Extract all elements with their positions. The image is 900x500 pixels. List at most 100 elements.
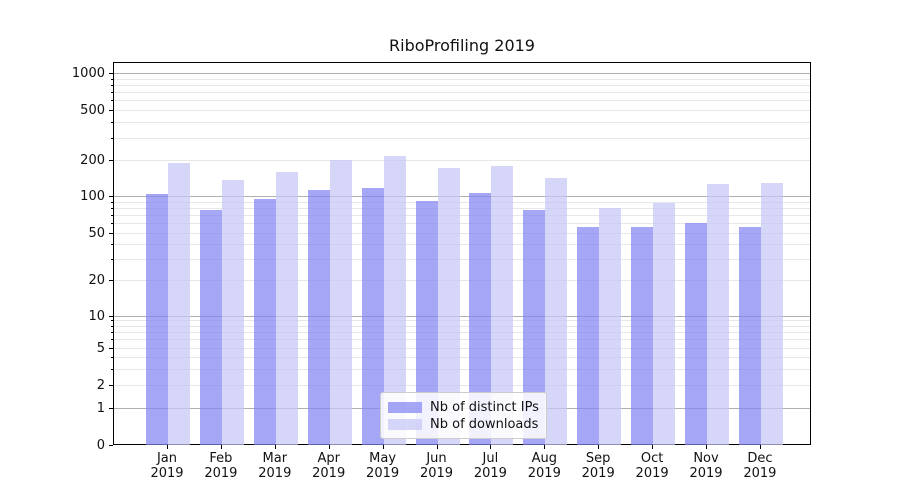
y-tick-mark xyxy=(109,196,113,197)
y-tick-label: 50 xyxy=(88,226,105,241)
x-tick-label: Aug 2019 xyxy=(527,451,561,481)
bar-downloads xyxy=(168,163,190,445)
x-tick-label: Jun 2019 xyxy=(419,451,454,481)
x-tick-label: Sep 2019 xyxy=(581,451,615,481)
y-minor-tick-mark xyxy=(111,137,113,139)
gridline-minor xyxy=(114,84,810,86)
bar-distinct-ips xyxy=(523,210,546,445)
y-minor-tick-mark xyxy=(111,368,113,370)
x-tick-label: Jul 2019 xyxy=(473,451,507,481)
y-tick-mark xyxy=(109,385,113,386)
x-tick-mark xyxy=(220,445,222,449)
y-minor-tick-mark xyxy=(111,78,113,80)
bar-downloads xyxy=(653,202,676,445)
x-tick-label: May 2019 xyxy=(366,451,400,481)
legend-label: Nb of downloads xyxy=(430,416,539,432)
y-minor-tick-mark xyxy=(111,357,113,358)
x-tick-mark xyxy=(328,445,330,449)
bar-downloads xyxy=(491,166,514,445)
x-tick-label: Oct 2019 xyxy=(635,451,669,481)
bar-distinct-ips xyxy=(415,201,438,445)
y-minor-tick-mark xyxy=(111,259,113,261)
gridline-minor xyxy=(114,259,810,261)
y-minor-tick-mark xyxy=(111,100,113,102)
bar-distinct-ips xyxy=(199,210,222,445)
y-minor-tick-mark xyxy=(111,84,113,86)
y-tick-mark xyxy=(109,315,113,317)
gridline-minor xyxy=(114,122,810,124)
x-tick-mark xyxy=(436,445,438,449)
legend-item-downloads: Nb of downloads xyxy=(388,416,538,432)
bar-distinct-ips xyxy=(685,223,707,445)
y-tick-label: 5 xyxy=(96,341,105,356)
legend-label: Nb of distinct IPs xyxy=(430,399,539,415)
bar-downloads xyxy=(760,182,783,445)
x-tick-mark xyxy=(759,445,761,449)
gridline-minor xyxy=(114,223,810,225)
legend: Nb of distinct IPs Nb of downloads xyxy=(380,392,547,439)
gridline-major xyxy=(114,73,810,74)
bar-downloads xyxy=(221,179,244,445)
y-tick-label: 1 xyxy=(96,400,105,416)
gridline-minor xyxy=(114,332,810,334)
bar-downloads xyxy=(275,171,298,445)
gridline-minor xyxy=(114,368,810,370)
y-tick-mark xyxy=(109,280,113,281)
y-tick-label: 20 xyxy=(88,273,105,288)
gridline-minor xyxy=(114,160,810,161)
x-tick-mark xyxy=(706,445,707,449)
x-tick-label: Apr 2019 xyxy=(312,451,346,481)
gridline-minor xyxy=(114,137,810,139)
bar-downloads xyxy=(545,177,568,445)
y-minor-tick-mark xyxy=(111,325,113,327)
y-tick-mark xyxy=(109,445,113,446)
gridline-minor xyxy=(114,215,810,217)
y-tick-mark xyxy=(109,407,113,409)
x-tick-mark xyxy=(382,445,384,449)
y-tick-label: 1000 xyxy=(71,66,105,81)
y-tick-label: 500 xyxy=(80,103,105,118)
gridline-minor xyxy=(114,339,810,341)
gridline-major xyxy=(114,196,810,197)
gridline-minor xyxy=(114,201,810,203)
bar-distinct-ips xyxy=(738,227,761,445)
gridline-minor xyxy=(114,320,810,322)
y-tick-mark xyxy=(109,233,113,234)
y-minor-tick-mark xyxy=(111,244,113,246)
bar-downloads xyxy=(707,184,729,445)
y-minor-tick-mark xyxy=(111,332,113,334)
bar-distinct-ips xyxy=(577,227,600,445)
legend-item-distinct-ips: Nb of distinct IPs xyxy=(388,399,539,415)
x-tick-label: Nov 2019 xyxy=(689,451,723,481)
y-minor-tick-mark xyxy=(111,92,113,94)
y-tick-mark xyxy=(109,348,113,349)
y-minor-tick-mark xyxy=(111,320,113,322)
y-tick-mark xyxy=(109,73,113,74)
legend-swatch-downloads xyxy=(388,418,422,430)
gridline-minor xyxy=(114,100,810,102)
chart-title: RiboProfiling 2019 xyxy=(389,36,535,55)
gridline-minor xyxy=(114,325,810,327)
bar-downloads xyxy=(329,159,352,445)
y-minor-tick-mark xyxy=(111,201,113,203)
bar-downloads xyxy=(437,167,460,445)
y-tick-label: 2 xyxy=(96,378,105,393)
gridline-minor xyxy=(114,233,810,234)
x-tick-label: Dec 2019 xyxy=(743,451,777,481)
gridline-minor xyxy=(114,244,810,246)
y-minor-tick-mark xyxy=(111,339,113,341)
gridline-minor xyxy=(114,348,810,349)
gridline-major xyxy=(114,315,810,317)
gridline-minor xyxy=(114,280,810,281)
y-tick-label: 10 xyxy=(88,308,105,324)
bar-distinct-ips xyxy=(253,199,276,445)
gridline-minor xyxy=(114,385,810,386)
y-minor-tick-mark xyxy=(111,215,113,217)
y-tick-mark xyxy=(109,160,113,161)
x-tick-mark xyxy=(167,445,168,449)
x-tick-label: Jan 2019 xyxy=(150,451,184,481)
x-tick-mark xyxy=(652,445,654,449)
y-tick-mark xyxy=(109,110,113,111)
plot-area xyxy=(113,62,811,445)
